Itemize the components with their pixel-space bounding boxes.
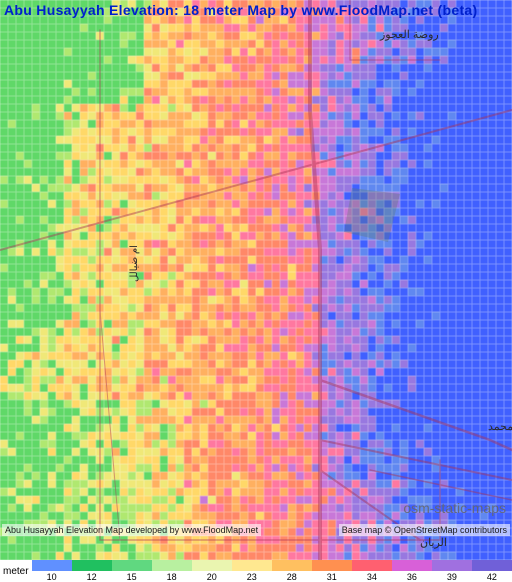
filled-area <box>344 188 400 242</box>
legend-unit-label: meter <box>0 560 32 582</box>
legend-color-swatch <box>232 560 272 571</box>
legend-value: 42 <box>487 572 497 582</box>
legend-value: 12 <box>87 572 97 582</box>
legend-stop: 23 <box>232 560 272 582</box>
legend-color-swatch <box>472 560 512 571</box>
legend-stop: 36 <box>392 560 432 582</box>
place-label: روضة العجوز <box>380 28 439 41</box>
legend-value: 39 <box>447 572 457 582</box>
legend-color-swatch <box>432 560 472 571</box>
road <box>100 310 120 540</box>
legend-color-swatch <box>192 560 232 571</box>
elevation-map: Abu Husayyah Elevation: 18 meter Map by … <box>0 0 512 560</box>
road <box>370 470 512 500</box>
legend-value: 28 <box>287 572 297 582</box>
legend-color-swatch <box>112 560 152 571</box>
map-watermark: osm-static-maps <box>403 500 506 516</box>
legend-stop: 20 <box>192 560 232 582</box>
map-title: Abu Husayyah Elevation: 18 meter Map by … <box>0 0 481 20</box>
legend-stop: 34 <box>352 560 392 582</box>
legend-swatches: 10 12 15 18 20 23 28 31 34 36 39 42 <box>32 560 512 582</box>
roads-overlay <box>0 0 512 560</box>
legend-value: 36 <box>407 572 417 582</box>
road <box>100 30 440 540</box>
road <box>320 440 512 480</box>
elevation-legend: meter 10 12 15 18 20 23 28 31 34 36 39 42 <box>0 560 512 582</box>
legend-stop: 12 <box>72 560 112 582</box>
road <box>320 380 512 450</box>
legend-value: 18 <box>167 572 177 582</box>
legend-value: 20 <box>207 572 217 582</box>
legend-color-swatch <box>152 560 192 571</box>
attribution-developer: Abu Husayyah Elevation Map developed by … <box>2 524 261 536</box>
legend-stop: 39 <box>432 560 472 582</box>
place-label: الريان <box>420 536 447 549</box>
place-label: ام ضيالل <box>129 245 140 282</box>
legend-color-swatch <box>352 560 392 571</box>
attribution-basemap: Base map © OpenStreetMap contributors <box>339 524 510 536</box>
legend-stop: 28 <box>272 560 312 582</box>
legend-value: 10 <box>47 572 57 582</box>
legend-value: 23 <box>247 572 257 582</box>
place-label: محمد <box>488 420 512 433</box>
road <box>0 110 512 250</box>
legend-color-swatch <box>72 560 112 571</box>
legend-stop: 18 <box>152 560 192 582</box>
legend-stop: 15 <box>112 560 152 582</box>
legend-value: 31 <box>327 572 337 582</box>
legend-value: 34 <box>367 572 377 582</box>
road <box>310 0 320 560</box>
legend-stop: 31 <box>312 560 352 582</box>
legend-color-swatch <box>272 560 312 571</box>
legend-color-swatch <box>312 560 352 571</box>
legend-stop: 10 <box>32 560 72 582</box>
legend-color-swatch <box>32 560 72 571</box>
legend-stop: 42 <box>472 560 512 582</box>
legend-value: 15 <box>127 572 137 582</box>
legend-color-swatch <box>392 560 432 571</box>
